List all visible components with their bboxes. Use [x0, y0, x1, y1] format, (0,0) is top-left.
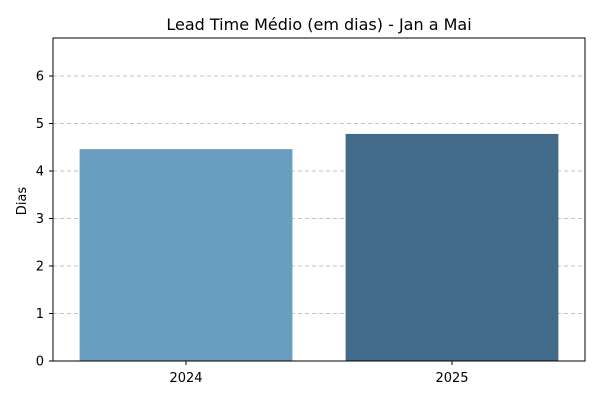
y-tick-label: 1 — [36, 307, 44, 322]
y-tick-label: 4 — [36, 165, 44, 180]
y-axis-label: Dias — [15, 187, 30, 216]
bar-2025 — [345, 133, 559, 361]
y-tick-label: 2 — [36, 260, 44, 275]
x-tick-label: 2024 — [169, 371, 202, 386]
x-tick-label: 2025 — [435, 371, 468, 386]
plot-frame — [52, 37, 586, 362]
y-axis-ticks: 0 1 2 3 4 5 6 — [36, 70, 53, 370]
bar-2024 — [79, 149, 293, 361]
chart-title: Lead Time Médio (em dias) - Jan a Mai — [166, 15, 471, 34]
y-tick-label: 0 — [36, 355, 44, 370]
y-tick-label: 5 — [36, 117, 44, 132]
bars — [79, 133, 559, 361]
y-tick-label: 6 — [36, 70, 44, 85]
y-tick-label: 3 — [36, 212, 44, 227]
x-axis-ticks: 2024 2025 — [169, 361, 469, 386]
